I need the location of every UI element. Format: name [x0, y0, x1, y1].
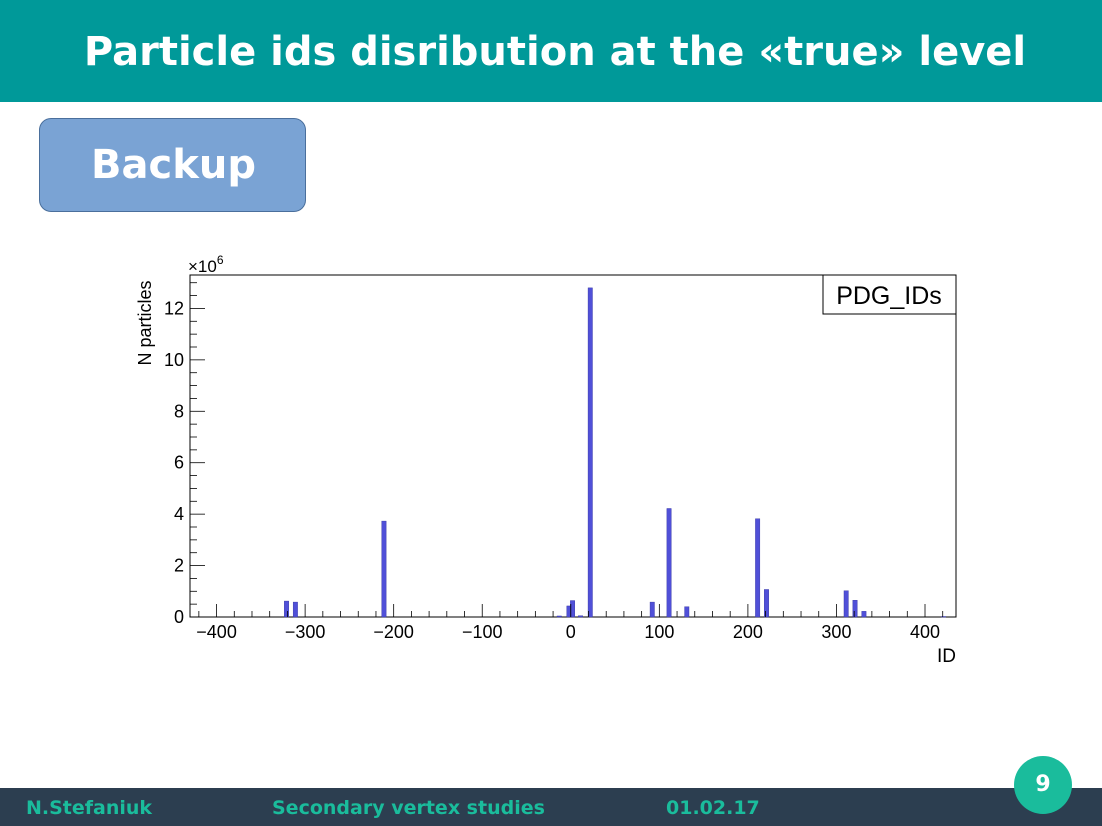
bar: [764, 589, 769, 618]
y-axis-ticks: 0 2 4 6 8 10 12: [164, 282, 205, 627]
backup-label: Backup: [91, 142, 256, 188]
y-tick-label: 10: [164, 350, 184, 370]
bar: [852, 600, 858, 618]
x-axis-ticks: −400 −300 −200 −100 0 100 200 300 400: [196, 604, 940, 642]
footer-topic: Secondary vertex studies: [272, 797, 545, 819]
x-tick-label: 100: [644, 622, 674, 642]
x-minor-ticks: [198, 611, 944, 617]
header-bar: [0, 0, 1102, 102]
x-tick-label: 300: [821, 622, 851, 642]
bar: [755, 518, 761, 618]
y-axis-label: N particles: [135, 280, 155, 365]
footer-date: 01.02.17: [666, 797, 760, 819]
legend-box: [822, 274, 957, 315]
y-tick-label: 2: [174, 556, 184, 576]
slide-title: Particle ids disribution at the «true» l…: [83, 29, 1027, 75]
bar: [578, 615, 583, 618]
y-tick-label: 6: [174, 453, 184, 473]
footer-bar: [0, 788, 1102, 826]
x-axis-label: ID: [937, 646, 956, 667]
histogram-chart: −400 −300 −200 −100 0 100 200 300 400 024681012 …: [135, 253, 957, 667]
bar: [381, 520, 387, 618]
page-number-badge: [1014, 756, 1072, 814]
bar: [861, 611, 867, 618]
y-tick-label: 12: [164, 298, 184, 318]
x-tick-label: 200: [733, 622, 763, 642]
bar: [570, 600, 575, 618]
y-axis-multiplier: ×106: [188, 253, 224, 276]
bar: [666, 508, 672, 618]
x-tick-label: 0: [566, 622, 576, 642]
bar: [556, 615, 562, 618]
plot-frame: [189, 274, 957, 618]
x-tick-label: −100: [462, 622, 503, 642]
y-tick-label: 8: [174, 401, 184, 421]
x-tick-label: −200: [373, 622, 414, 642]
x-tick-label: 400: [910, 622, 940, 642]
y-tick-label: 0: [174, 607, 184, 627]
backup-box: Backup: [39, 118, 306, 212]
footer-author: N.Stefaniuk: [26, 797, 153, 819]
x-tick-label: −300: [285, 622, 326, 642]
y-tick-label: 4: [174, 504, 184, 524]
bar: [843, 590, 849, 618]
bar: [587, 287, 593, 618]
bar: [649, 601, 655, 618]
legend-title: PDG_IDs: [836, 282, 942, 310]
bar: [284, 600, 289, 618]
bar: [684, 606, 690, 618]
bar: [941, 616, 947, 618]
bars-group: [284, 287, 947, 618]
page-number: 9: [1035, 772, 1051, 797]
bar: [292, 601, 298, 618]
x-tick-label: −400: [196, 622, 237, 642]
